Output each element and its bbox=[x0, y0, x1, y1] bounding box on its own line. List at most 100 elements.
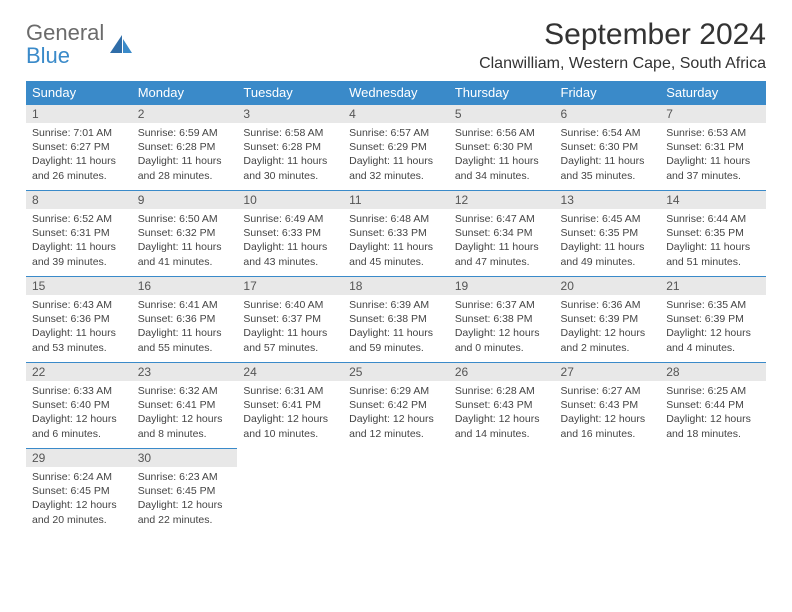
sunrise-text: Sunrise: 6:28 AM bbox=[455, 384, 549, 398]
calendar-day-cell: 21Sunrise: 6:35 AMSunset: 6:39 PMDayligh… bbox=[660, 276, 766, 362]
day-content: Sunrise: 6:57 AMSunset: 6:29 PMDaylight:… bbox=[343, 123, 449, 187]
sunset-text: Sunset: 6:35 PM bbox=[561, 226, 655, 240]
day-content: Sunrise: 6:54 AMSunset: 6:30 PMDaylight:… bbox=[555, 123, 661, 187]
sunset-text: Sunset: 6:36 PM bbox=[32, 312, 126, 326]
day-number: 21 bbox=[660, 276, 766, 295]
sunrise-text: Sunrise: 6:59 AM bbox=[138, 126, 232, 140]
daylight-text-2: and 2 minutes. bbox=[561, 341, 655, 355]
sunset-text: Sunset: 6:30 PM bbox=[455, 140, 549, 154]
sunrise-text: Sunrise: 6:33 AM bbox=[32, 384, 126, 398]
calendar-day-cell: 20Sunrise: 6:36 AMSunset: 6:39 PMDayligh… bbox=[555, 276, 661, 362]
day-content: Sunrise: 6:39 AMSunset: 6:38 PMDaylight:… bbox=[343, 295, 449, 359]
day-content: Sunrise: 6:36 AMSunset: 6:39 PMDaylight:… bbox=[555, 295, 661, 359]
day-number: 2 bbox=[132, 104, 238, 123]
sunset-text: Sunset: 6:27 PM bbox=[32, 140, 126, 154]
calendar-week-row: 8Sunrise: 6:52 AMSunset: 6:31 PMDaylight… bbox=[26, 190, 766, 276]
sunset-text: Sunset: 6:39 PM bbox=[666, 312, 760, 326]
day-number: 10 bbox=[237, 190, 343, 209]
day-content: Sunrise: 6:47 AMSunset: 6:34 PMDaylight:… bbox=[449, 209, 555, 273]
calendar-day-cell: 12Sunrise: 6:47 AMSunset: 6:34 PMDayligh… bbox=[449, 190, 555, 276]
day-number: 19 bbox=[449, 276, 555, 295]
day-number: 20 bbox=[555, 276, 661, 295]
sunset-text: Sunset: 6:45 PM bbox=[32, 484, 126, 498]
day-number: 18 bbox=[343, 276, 449, 295]
daylight-text-1: Daylight: 11 hours bbox=[32, 326, 126, 340]
sunrise-text: Sunrise: 6:53 AM bbox=[666, 126, 760, 140]
day-number: 17 bbox=[237, 276, 343, 295]
daylight-text-2: and 26 minutes. bbox=[32, 169, 126, 183]
daylight-text-1: Daylight: 11 hours bbox=[243, 154, 337, 168]
page-title: September 2024 bbox=[479, 18, 766, 52]
daylight-text-1: Daylight: 11 hours bbox=[666, 240, 760, 254]
calendar-day-cell: 9Sunrise: 6:50 AMSunset: 6:32 PMDaylight… bbox=[132, 190, 238, 276]
daylight-text-1: Daylight: 11 hours bbox=[455, 154, 549, 168]
calendar-week-row: 22Sunrise: 6:33 AMSunset: 6:40 PMDayligh… bbox=[26, 362, 766, 448]
daylight-text-1: Daylight: 11 hours bbox=[349, 240, 443, 254]
calendar-week-row: 15Sunrise: 6:43 AMSunset: 6:36 PMDayligh… bbox=[26, 276, 766, 362]
day-number: 22 bbox=[26, 362, 132, 381]
sunrise-text: Sunrise: 6:40 AM bbox=[243, 298, 337, 312]
calendar-day-cell bbox=[449, 448, 555, 534]
daylight-text-2: and 0 minutes. bbox=[455, 341, 549, 355]
sunrise-text: Sunrise: 6:47 AM bbox=[455, 212, 549, 226]
daylight-text-2: and 39 minutes. bbox=[32, 255, 126, 269]
daylight-text-1: Daylight: 11 hours bbox=[243, 240, 337, 254]
daylight-text-1: Daylight: 11 hours bbox=[138, 154, 232, 168]
daylight-text-2: and 51 minutes. bbox=[666, 255, 760, 269]
day-content: Sunrise: 6:40 AMSunset: 6:37 PMDaylight:… bbox=[237, 295, 343, 359]
weekday-header: Thursday bbox=[449, 81, 555, 104]
sunrise-text: Sunrise: 6:29 AM bbox=[349, 384, 443, 398]
sunset-text: Sunset: 6:38 PM bbox=[349, 312, 443, 326]
daylight-text-1: Daylight: 11 hours bbox=[666, 154, 760, 168]
day-number: 23 bbox=[132, 362, 238, 381]
day-number: 3 bbox=[237, 104, 343, 123]
sunset-text: Sunset: 6:28 PM bbox=[138, 140, 232, 154]
sunrise-text: Sunrise: 6:32 AM bbox=[138, 384, 232, 398]
sail-icon bbox=[106, 31, 134, 59]
day-number: 27 bbox=[555, 362, 661, 381]
daylight-text-1: Daylight: 12 hours bbox=[32, 412, 126, 426]
calendar-day-cell: 5 Sunrise: 6:56 AMSunset: 6:30 PMDaylight… bbox=[449, 104, 555, 190]
day-content: Sunrise: 6:44 AMSunset: 6:35 PMDaylight:… bbox=[660, 209, 766, 273]
sunset-text: Sunset: 6:43 PM bbox=[455, 398, 549, 412]
daylight-text-1: Daylight: 11 hours bbox=[243, 326, 337, 340]
daylight-text-1: Daylight: 12 hours bbox=[455, 412, 549, 426]
daylight-text-2: and 30 minutes. bbox=[243, 169, 337, 183]
day-content: Sunrise: 7:01 AMSunset: 6:27 PMDaylight:… bbox=[26, 123, 132, 187]
daylight-text-2: and 16 minutes. bbox=[561, 427, 655, 441]
day-number: 9 bbox=[132, 190, 238, 209]
weekday-header: Sunday bbox=[26, 81, 132, 104]
day-number: 5 bbox=[449, 104, 555, 123]
sunrise-text: Sunrise: 6:54 AM bbox=[561, 126, 655, 140]
daylight-text-1: Daylight: 12 hours bbox=[455, 326, 549, 340]
day-content: Sunrise: 6:41 AMSunset: 6:36 PMDaylight:… bbox=[132, 295, 238, 359]
daylight-text-1: Daylight: 12 hours bbox=[32, 498, 126, 512]
day-number: 30 bbox=[132, 448, 238, 467]
calendar-day-cell: 3Sunrise: 6:58 AMSunset: 6:28 PMDaylight… bbox=[237, 104, 343, 190]
daylight-text-2: and 43 minutes. bbox=[243, 255, 337, 269]
day-number: 16 bbox=[132, 276, 238, 295]
logo: General Blue bbox=[26, 22, 134, 68]
daylight-text-1: Daylight: 11 hours bbox=[32, 240, 126, 254]
daylight-text-2: and 37 minutes. bbox=[666, 169, 760, 183]
day-number: 8 bbox=[26, 190, 132, 209]
weekday-header-row: Sunday Monday Tuesday Wednesday Thursday… bbox=[26, 81, 766, 104]
sunset-text: Sunset: 6:42 PM bbox=[349, 398, 443, 412]
day-content: Sunrise: 6:58 AMSunset: 6:28 PMDaylight:… bbox=[237, 123, 343, 187]
weekday-header: Tuesday bbox=[237, 81, 343, 104]
daylight-text-2: and 18 minutes. bbox=[666, 427, 760, 441]
day-number: 29 bbox=[26, 448, 132, 467]
day-content: Sunrise: 6:37 AMSunset: 6:38 PMDaylight:… bbox=[449, 295, 555, 359]
sunset-text: Sunset: 6:30 PM bbox=[561, 140, 655, 154]
sunset-text: Sunset: 6:41 PM bbox=[243, 398, 337, 412]
sunrise-text: Sunrise: 6:57 AM bbox=[349, 126, 443, 140]
daylight-text-1: Daylight: 11 hours bbox=[455, 240, 549, 254]
sunrise-text: Sunrise: 6:25 AM bbox=[666, 384, 760, 398]
sunrise-text: Sunrise: 6:56 AM bbox=[455, 126, 549, 140]
day-content: Sunrise: 6:31 AMSunset: 6:41 PMDaylight:… bbox=[237, 381, 343, 445]
sunset-text: Sunset: 6:41 PM bbox=[138, 398, 232, 412]
day-number: 24 bbox=[237, 362, 343, 381]
daylight-text-1: Daylight: 12 hours bbox=[666, 326, 760, 340]
day-number: 26 bbox=[449, 362, 555, 381]
sunset-text: Sunset: 6:43 PM bbox=[561, 398, 655, 412]
